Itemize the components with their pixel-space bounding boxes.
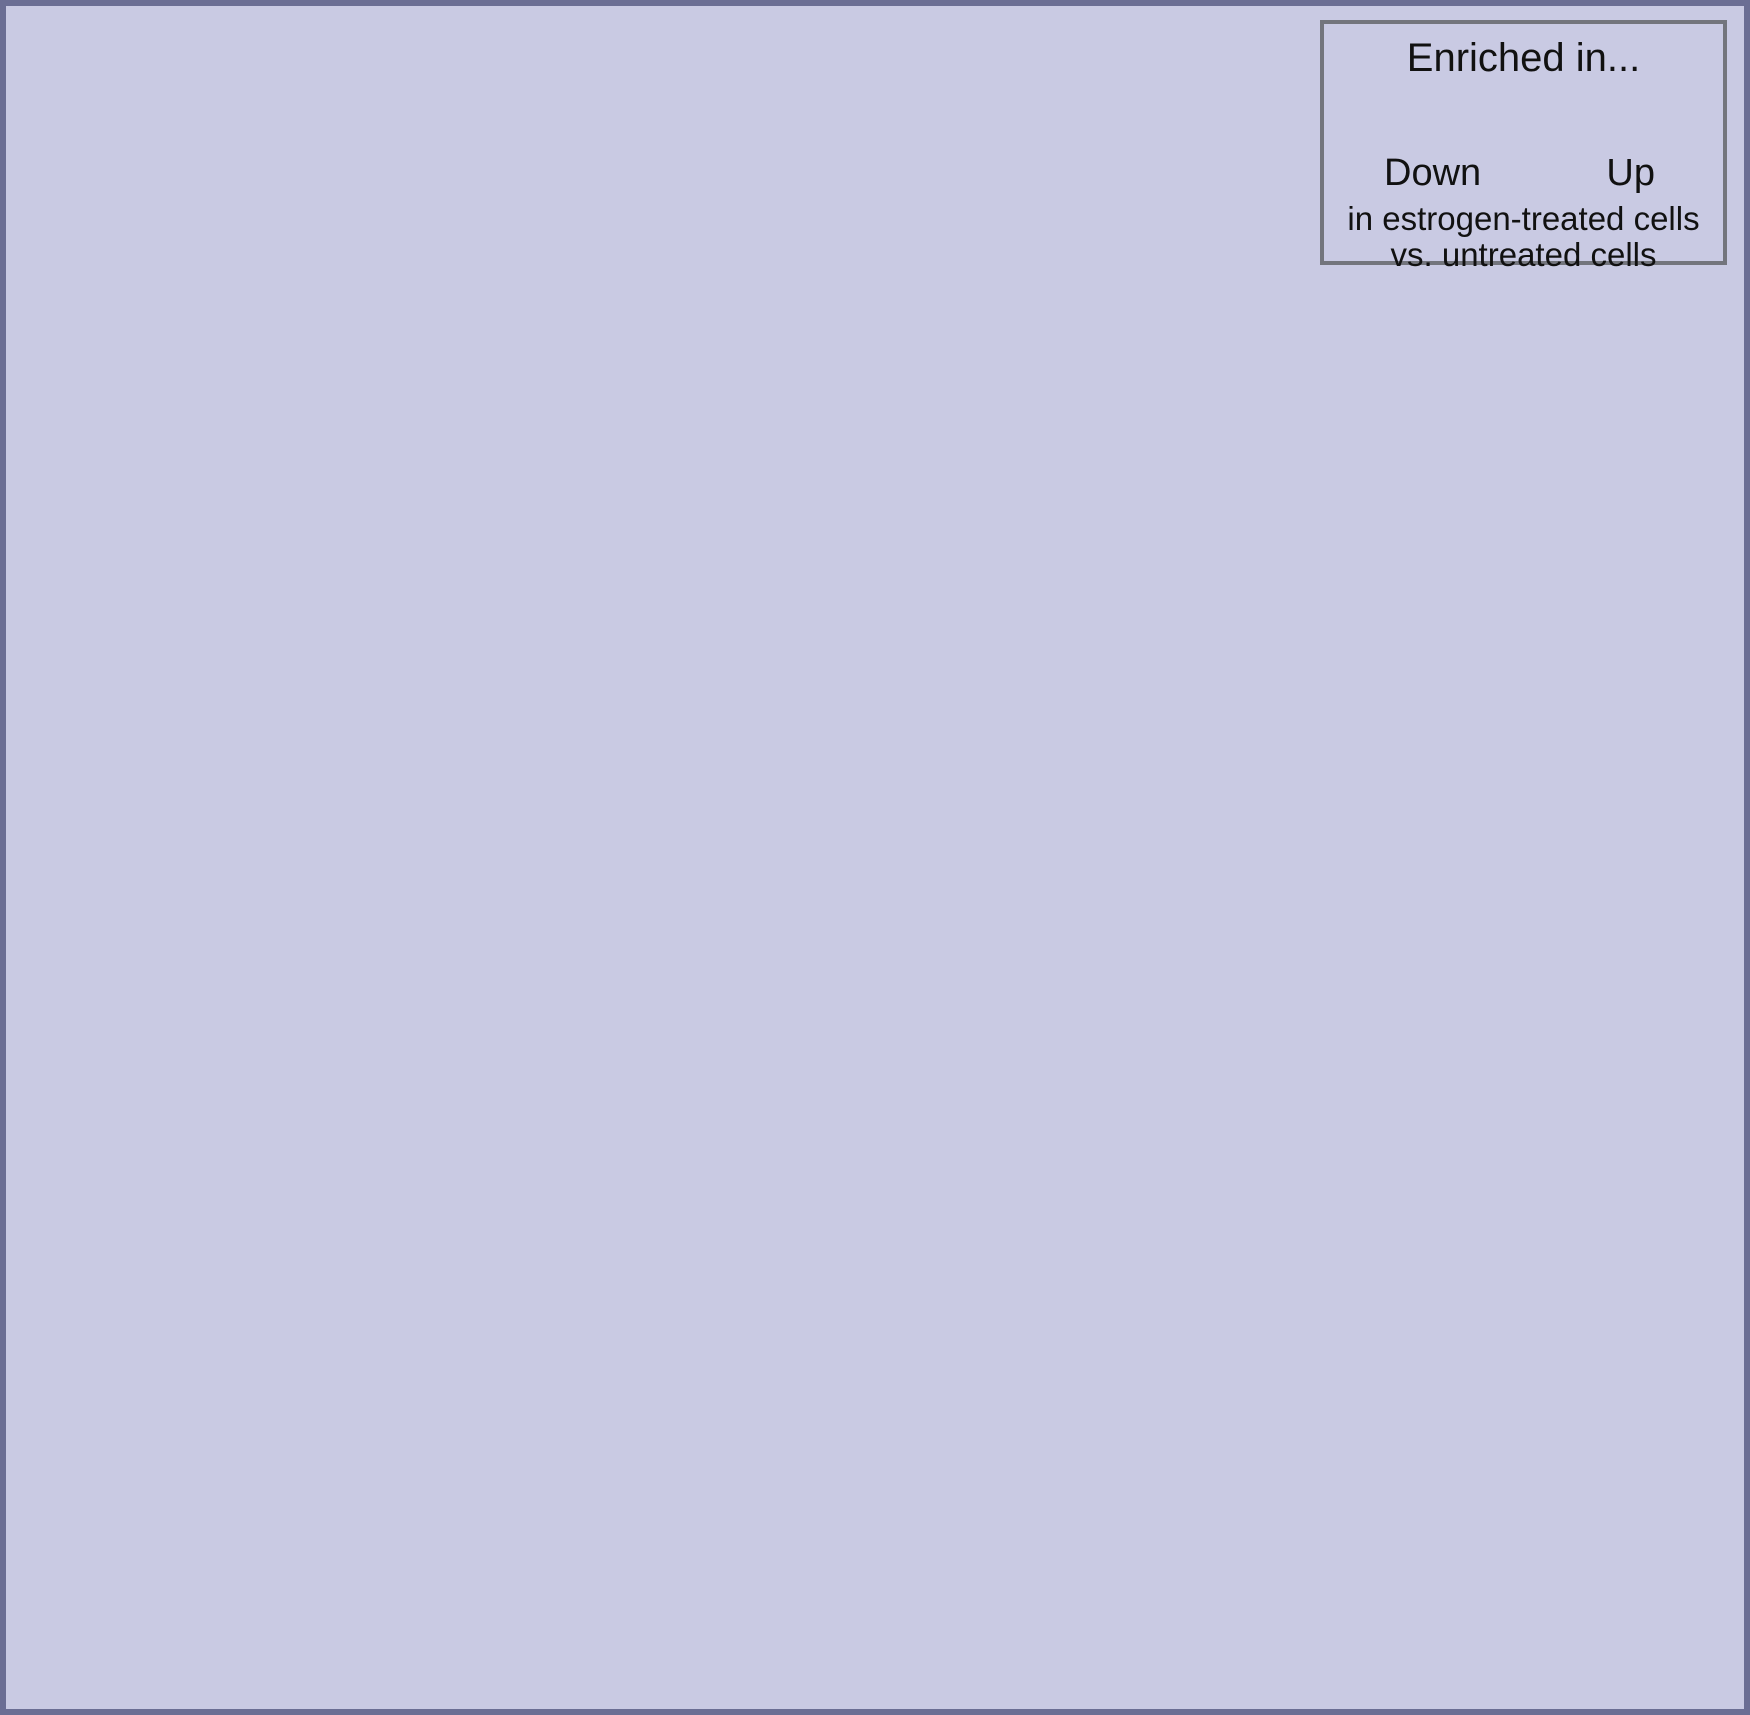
legend-title: Enriched in... (1406, 36, 1641, 80)
legend-down-label: Down (1384, 152, 1482, 194)
legend-up-label: Up (1606, 152, 1655, 194)
legend: Enriched in... Down Up in estrogen-treat… (1320, 20, 1727, 273)
legend-subtitle-2: vs. untreated cells (1390, 236, 1657, 273)
legend-subtitle-1: in estrogen-treated cells (1347, 200, 1700, 237)
legend-gradient-bar (1418, 86, 1642, 148)
